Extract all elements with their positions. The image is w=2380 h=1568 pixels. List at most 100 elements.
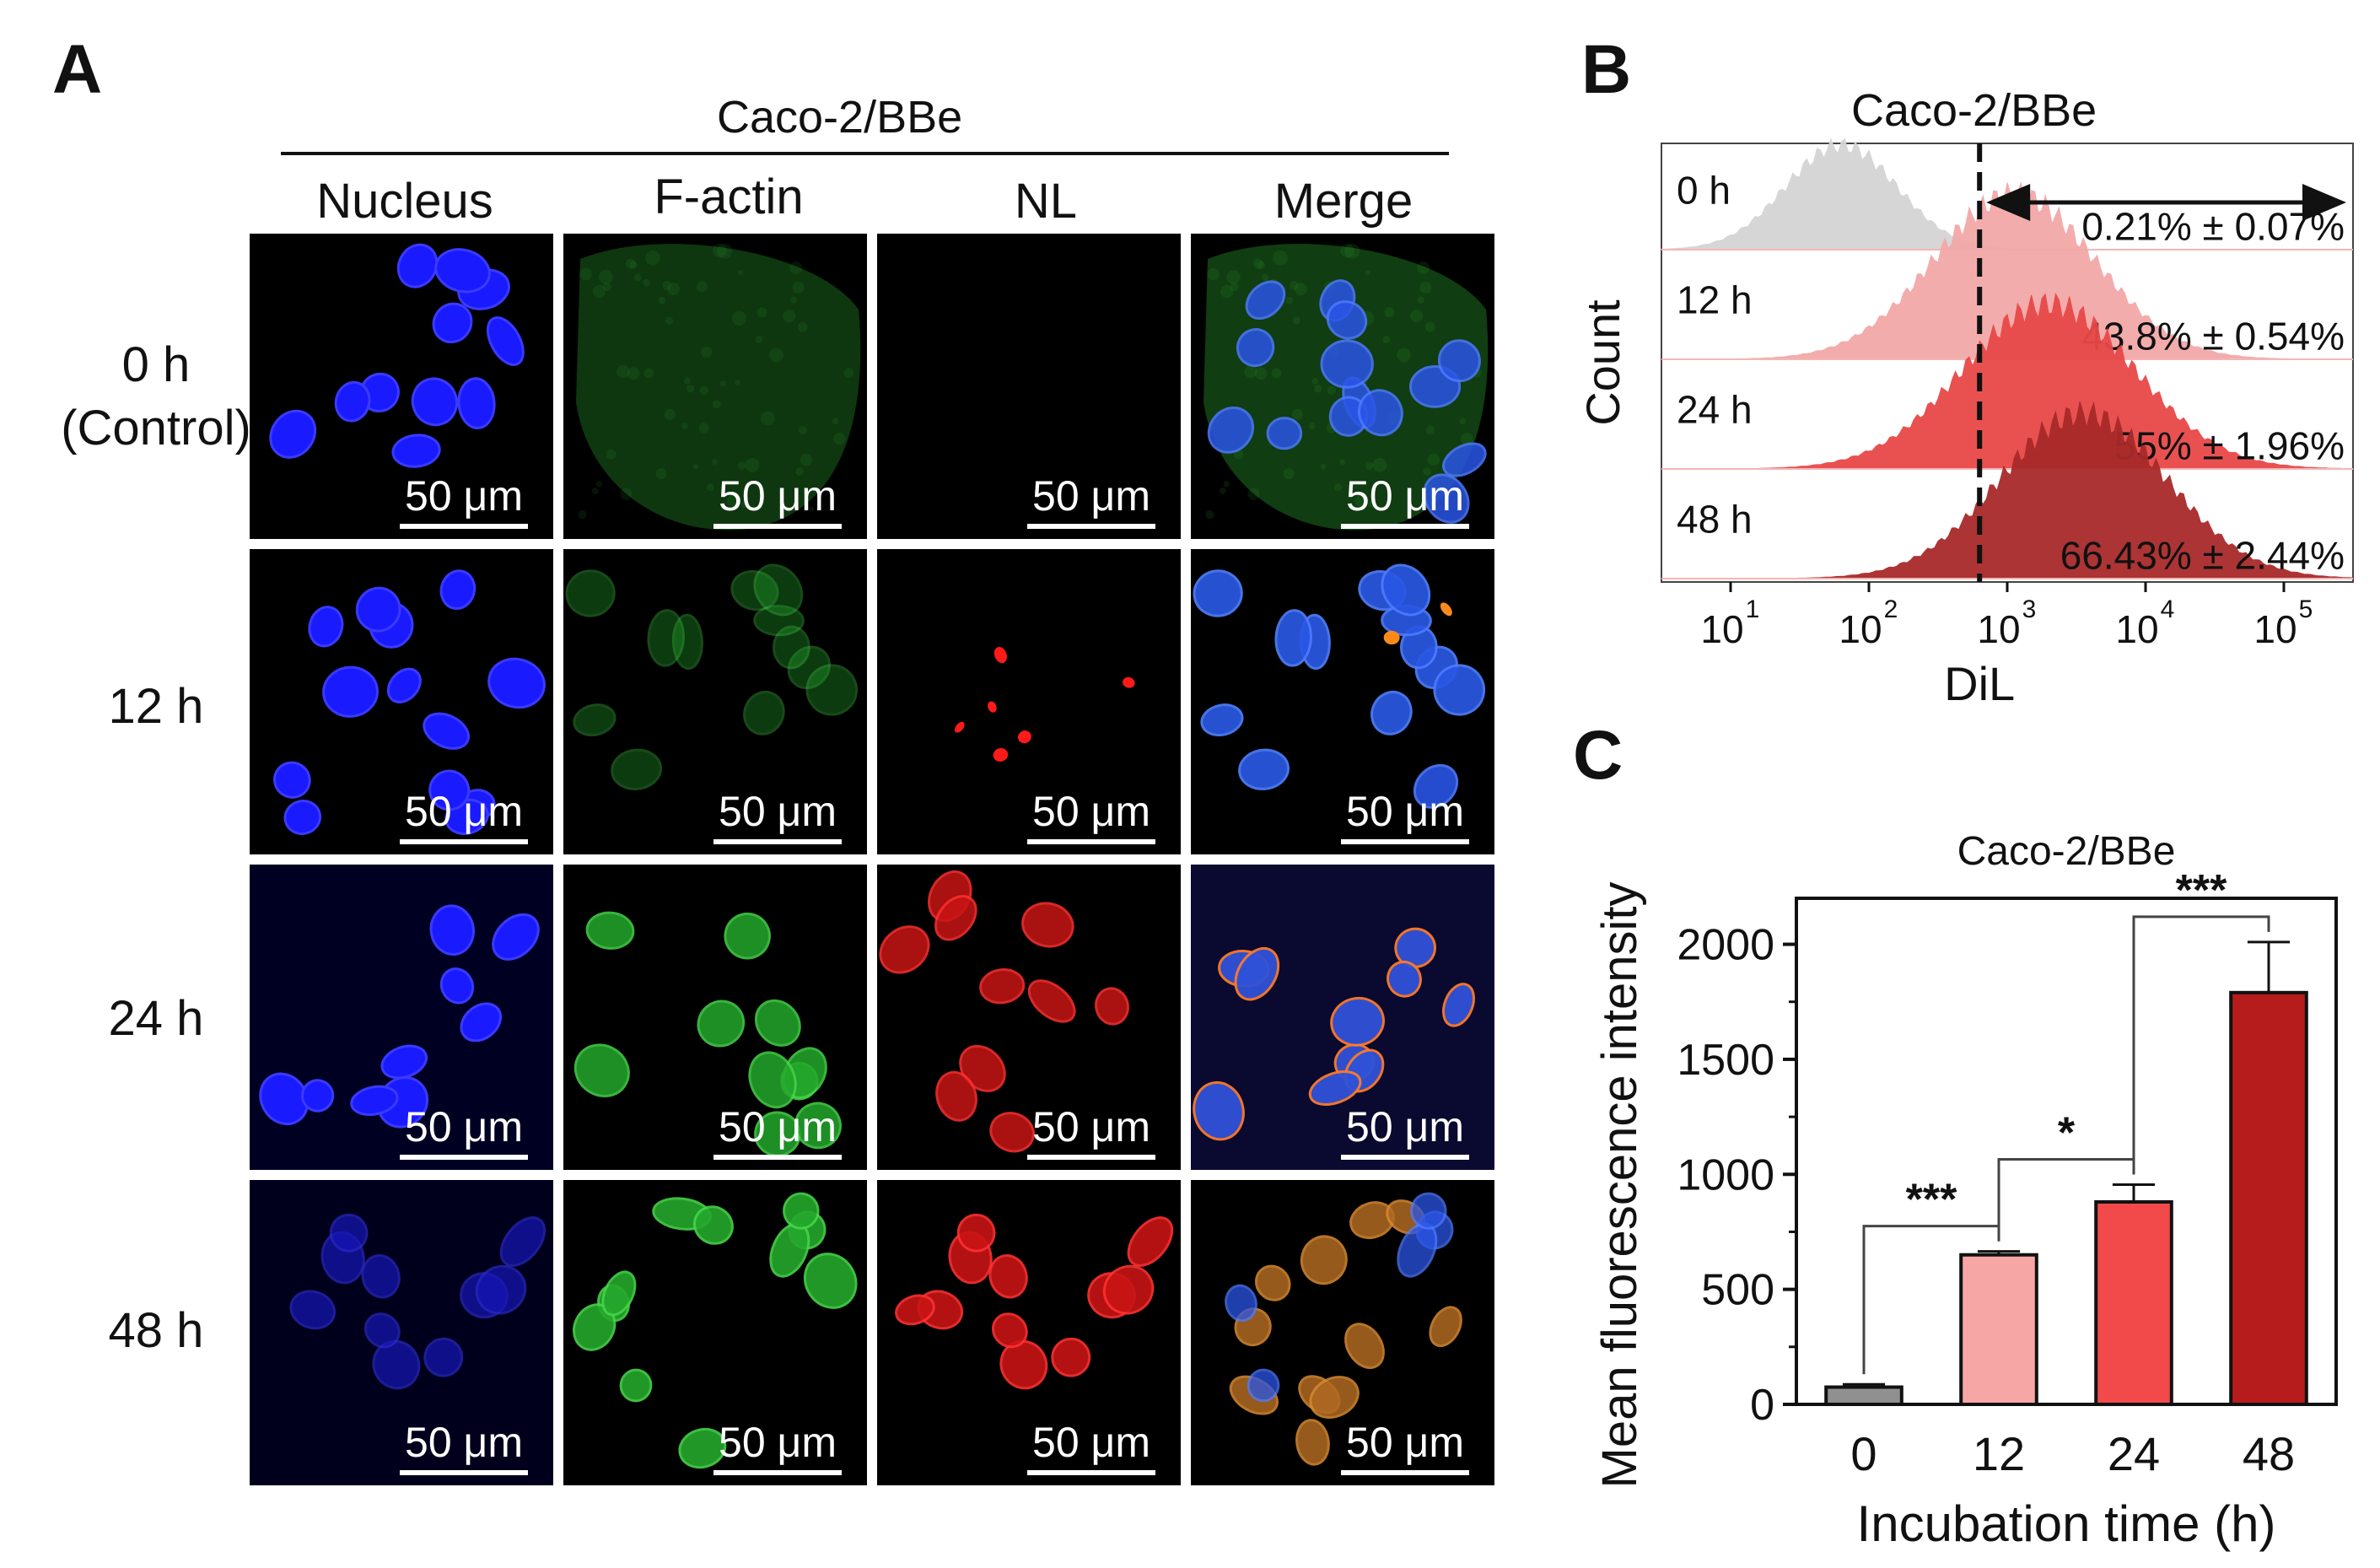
texture-speck [706, 483, 714, 492]
cell [1300, 1235, 1348, 1285]
texture-speck [1354, 494, 1367, 507]
texture-speck [627, 367, 640, 380]
texture-speck [1427, 453, 1440, 466]
cell [391, 434, 441, 468]
cell [380, 1044, 428, 1080]
cell [487, 657, 546, 709]
cell [457, 377, 496, 429]
cell [573, 703, 617, 737]
cell [1236, 328, 1275, 368]
texture-speck [1344, 243, 1360, 259]
texture-speck [1283, 468, 1295, 480]
texture-speck [1327, 385, 1337, 396]
texture-speck [1372, 457, 1387, 472]
micrograph-24h-nucleus: 50 μm [250, 865, 553, 1170]
cell [1326, 300, 1368, 340]
cell [1200, 703, 1244, 737]
texture-speck [1285, 296, 1294, 304]
bar-12 [1959, 1253, 2038, 1407]
fluorescent-spot [954, 721, 965, 733]
cell [283, 800, 322, 835]
texture-speck [579, 267, 592, 281]
cell [1330, 996, 1385, 1047]
texture-speck [712, 459, 719, 466]
texture-speck [783, 310, 796, 323]
texture-speck [1290, 280, 1299, 290]
micrograph-12h-nl: 50 μm [877, 549, 1181, 854]
cell [423, 1337, 464, 1377]
texture-speck [1230, 283, 1239, 292]
texture-speck [755, 335, 763, 344]
cell [1127, 1216, 1174, 1267]
x-tick-label: 10 [1700, 607, 1743, 651]
texture-speck [740, 501, 748, 509]
bar-24 [2094, 1200, 2173, 1406]
texture-speck [1382, 335, 1391, 344]
texture-speck [809, 506, 815, 512]
y-tick-label: 1000 [1677, 1150, 1774, 1199]
texture-speck [713, 243, 727, 258]
scale-bar: 50 μm [1341, 1106, 1469, 1160]
micrograph-grid: 50 μm 50 μm 50 μm 50 μm 50 μm 50 μm 50 μ… [250, 234, 1502, 1485]
texture-speck [1333, 483, 1342, 492]
texture-speck [1311, 377, 1319, 385]
cell [1225, 1284, 1257, 1323]
histogram-24h [1661, 292, 2354, 470]
cell [486, 316, 525, 366]
texture-speck [1424, 321, 1435, 332]
cell [411, 377, 459, 427]
x-tick-exponent: 1 [1746, 595, 1760, 623]
cell [585, 911, 635, 950]
gate-arrow-head-right [2302, 184, 2346, 221]
cell [499, 1216, 547, 1267]
cell [329, 1213, 369, 1253]
x-tick-label: 10 [1839, 607, 1882, 651]
gate-percentage: 43.8% ± 0.54% [2081, 314, 2345, 358]
texture-speck [769, 348, 783, 363]
gate-arrow-head-left [1986, 184, 2031, 221]
texture-speck [692, 463, 699, 470]
cell [439, 967, 475, 1005]
texture-speck [1320, 463, 1327, 470]
texture-speck [1247, 488, 1260, 500]
texture-speck [1257, 261, 1265, 269]
micrograph-24h-merge: 50 μm [1191, 865, 1494, 1170]
cell [753, 563, 804, 617]
texture-speck [1226, 270, 1241, 284]
chart-title: Caco-2/BBe [1957, 829, 2176, 874]
texture-speck [1384, 307, 1395, 318]
panel-a-title-rule [281, 152, 1449, 155]
x-tick-label: 48 [2243, 1427, 2295, 1480]
cell [601, 1270, 637, 1317]
texture-speck [1314, 385, 1322, 393]
texture-speck [1272, 250, 1288, 266]
cell [1193, 569, 1243, 617]
histogram-12h [1661, 181, 2353, 360]
texture-speck [1397, 348, 1411, 363]
cell [1413, 763, 1459, 809]
x-axis-label: Incubation time (h) [1857, 1495, 2276, 1552]
cell [1274, 609, 1312, 667]
x-tick-label: 10 [2253, 607, 2297, 651]
row-label-48h: 48 h [108, 1303, 204, 1358]
row-label-12h: 12 h [108, 679, 204, 734]
cytoplasm-region [576, 244, 861, 531]
cell [1344, 1323, 1385, 1370]
fluorescent-spot [1017, 730, 1031, 744]
bar-48 [2229, 990, 2308, 1406]
texture-speck [1254, 367, 1268, 380]
micrograph-48h-merge: 50 μm [1191, 1180, 1494, 1485]
texture-speck [798, 425, 807, 435]
texture-speck [1365, 461, 1374, 470]
cell [428, 769, 471, 811]
texture-speck [698, 423, 709, 434]
scale-bar: 50 μm [1027, 1421, 1155, 1475]
scale-bar: 50 μm [713, 1421, 842, 1475]
cell [1238, 748, 1290, 790]
texture-speck [1340, 243, 1354, 258]
texture-speck [757, 307, 767, 318]
cell [1234, 947, 1280, 1001]
micrograph-12h-nucleus: 50 μm [250, 549, 553, 854]
scale-bar: 50 μm [713, 790, 842, 844]
cell [573, 1043, 630, 1097]
